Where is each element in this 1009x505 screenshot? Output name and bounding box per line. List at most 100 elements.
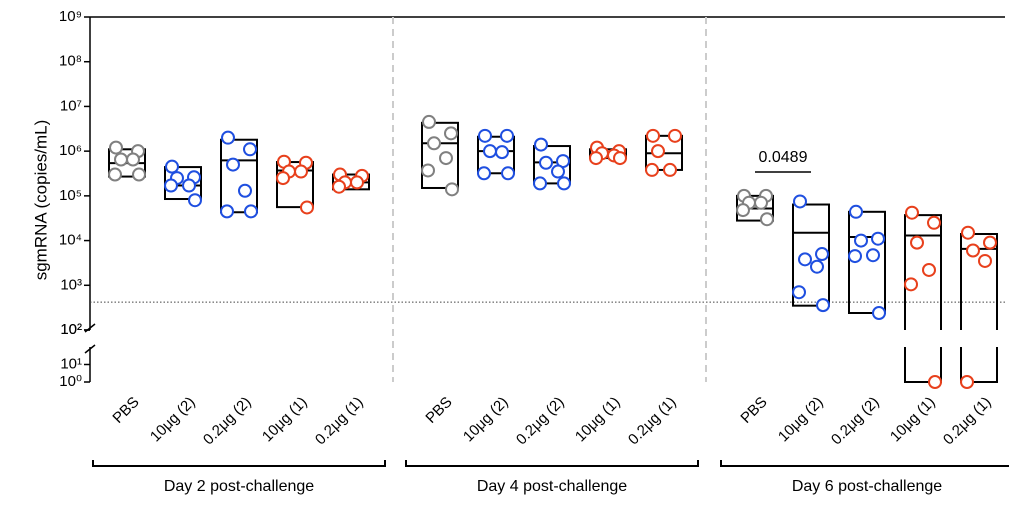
- data-point: [922, 262, 936, 277]
- x-tick-label: 10μg (1): [887, 394, 939, 446]
- x-tick-label: 10μg (2): [147, 394, 199, 446]
- group-bracket: [720, 460, 1009, 467]
- x-tick-label: 10μg (1): [259, 394, 311, 446]
- data-point: [904, 277, 918, 292]
- group-bracket: [92, 460, 386, 467]
- y-tick-label: 10⁰: [59, 373, 82, 390]
- x-tick-label: PBS: [109, 394, 142, 427]
- data-point: [872, 305, 886, 320]
- x-tick-label: PBS: [422, 394, 455, 427]
- y-tick-label: 10⁷: [60, 97, 82, 114]
- data-point: [478, 128, 492, 143]
- data-point: [109, 140, 123, 155]
- x-tick-label: PBS: [737, 394, 770, 427]
- data-point: [294, 164, 308, 179]
- data-point: [188, 193, 202, 208]
- data-point: [495, 145, 509, 160]
- data-point: [182, 178, 196, 193]
- data-point: [300, 200, 314, 215]
- data-point: [445, 182, 459, 197]
- data-point: [539, 155, 553, 170]
- data-point: [798, 252, 812, 267]
- group-label: Day 6 post-challenge: [792, 478, 942, 495]
- y-tick-label: 10²: [60, 321, 82, 338]
- y-tick-label: 10²: [60, 321, 82, 338]
- group-label: Day 4 post-challenge: [477, 478, 627, 495]
- data-point: [439, 151, 453, 166]
- x-tick-label: 10μg (2): [775, 394, 827, 446]
- data-point: [221, 130, 235, 145]
- data-point: [792, 285, 806, 300]
- box: [848, 210, 886, 314]
- data-point: [760, 212, 774, 227]
- data-point: [226, 157, 240, 172]
- data-point: [668, 128, 682, 143]
- data-point: [849, 204, 863, 219]
- data-point: [132, 167, 146, 182]
- data-point: [966, 243, 980, 258]
- x-tick-label: 0.2μg (1): [312, 394, 367, 449]
- box: [477, 135, 515, 175]
- data-point: [651, 144, 665, 159]
- y-tick-label: 10⁸: [59, 53, 82, 70]
- data-point: [477, 166, 491, 181]
- data-point: [427, 136, 441, 151]
- data-point: [905, 205, 919, 220]
- data-point: [810, 259, 824, 274]
- data-point: [866, 248, 880, 263]
- data-point: [332, 179, 346, 194]
- x-tick-label: 10μg (1): [572, 394, 624, 446]
- data-point: [500, 128, 514, 143]
- x-tick-label: 10μg (2): [460, 394, 512, 446]
- data-point: [557, 176, 571, 191]
- data-point: [165, 159, 179, 174]
- data-point: [589, 151, 603, 166]
- y-tick-label: 10³: [60, 276, 82, 293]
- y-tick-label: 10⁵: [59, 187, 82, 204]
- group-label: Day 2 post-challenge: [164, 478, 314, 495]
- data-point: [243, 142, 257, 157]
- annotation: 0.0489: [759, 149, 808, 166]
- data-point: [501, 166, 515, 181]
- data-point: [978, 253, 992, 268]
- x-tick-label: 0.2μg (2): [200, 394, 255, 449]
- data-point: [244, 204, 258, 219]
- data-point: [421, 163, 435, 178]
- data-point: [238, 183, 252, 198]
- data-point: [444, 126, 458, 141]
- data-point: [816, 298, 830, 313]
- data-point: [983, 235, 997, 250]
- data-point: [754, 195, 768, 210]
- x-tick-label: 0.2μg (1): [625, 394, 680, 449]
- x-tick-label: 0.2μg (2): [828, 394, 883, 449]
- data-point: [854, 233, 868, 248]
- data-point: [736, 203, 750, 218]
- data-point: [961, 225, 975, 240]
- box: [276, 161, 314, 209]
- group-bracket: [405, 460, 699, 467]
- axis-break: [84, 344, 96, 354]
- box: [904, 214, 942, 330]
- data-point: [646, 128, 660, 143]
- y-tick-label: 10¹: [60, 355, 82, 372]
- data-point: [910, 235, 924, 250]
- data-point: [848, 249, 862, 264]
- y-tick-label: 10⁴: [59, 232, 82, 249]
- box: [904, 347, 942, 383]
- data-point: [533, 176, 547, 191]
- data-point: [815, 247, 829, 262]
- box: [960, 233, 998, 330]
- data-point: [928, 375, 942, 389]
- y-tick-label: 10⁹: [59, 8, 82, 25]
- box: [533, 145, 571, 185]
- x-tick-label: 0.2μg (1): [940, 394, 995, 449]
- data-point: [927, 215, 941, 230]
- box: [960, 347, 998, 383]
- data-point: [108, 167, 122, 182]
- data-point: [793, 194, 807, 209]
- y-axis-label: sgmRNA (copies/mL): [31, 120, 50, 281]
- data-point: [960, 375, 974, 389]
- x-tick-label: 0.2μg (2): [513, 394, 568, 449]
- data-point: [613, 151, 627, 166]
